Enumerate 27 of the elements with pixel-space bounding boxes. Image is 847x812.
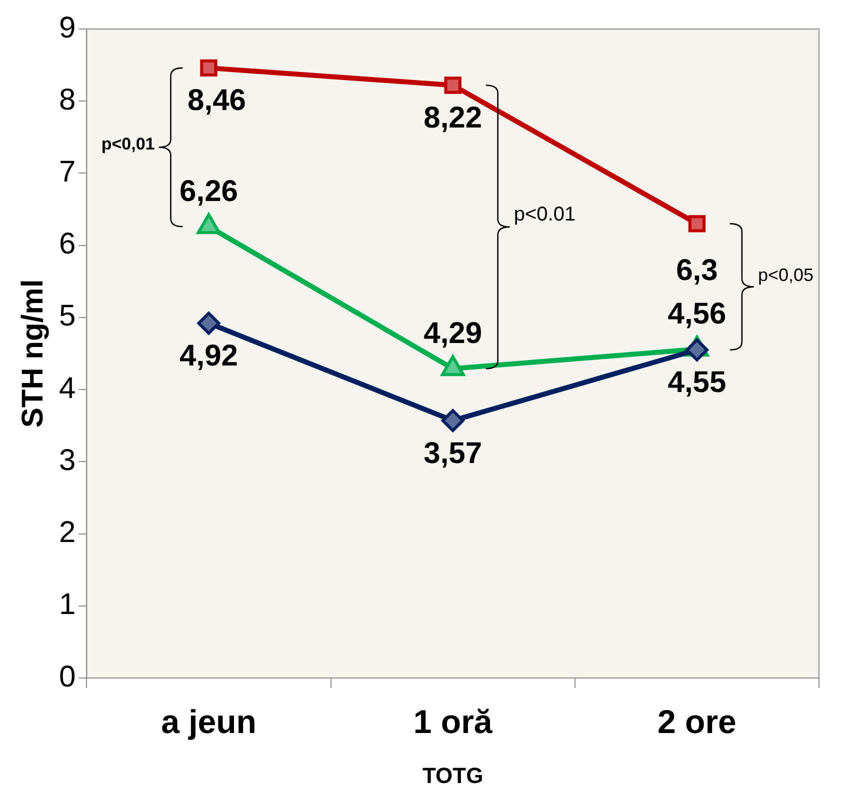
data-label: 8,22: [424, 102, 482, 135]
x-axis-title: TOTG: [422, 762, 484, 788]
y-tick-label: 5: [58, 300, 76, 333]
y-tick-label: 6: [58, 228, 76, 261]
y-tick-label: 3: [58, 444, 76, 477]
annotation: p<0,05: [758, 264, 814, 285]
data-label: 4,56: [668, 297, 726, 330]
data-label: 6,26: [180, 174, 238, 208]
y-axis-title: STH ng/ml: [16, 279, 50, 428]
x-tick-label: a jeun: [161, 702, 256, 740]
data-label: 6,3: [676, 254, 718, 287]
data-label: 4,55: [668, 366, 726, 400]
data-label: 4,92: [180, 339, 238, 372]
y-tick-label: 1: [58, 588, 76, 622]
y-tick-label: 4: [58, 372, 76, 405]
annotation: p<0.01: [514, 203, 576, 226]
data-label: 3,57: [424, 436, 482, 470]
y-tick-label: 0: [58, 660, 76, 694]
y-tick-label: 2: [58, 516, 76, 550]
data-label: 4,29: [424, 316, 482, 350]
y-tick-label: 7: [58, 155, 76, 188]
data-label: 8,46: [188, 84, 246, 118]
x-tick-label: 1 oră: [413, 702, 493, 740]
y-tick-label: 8: [58, 83, 76, 116]
annotation: p<0,01: [101, 134, 155, 154]
y-tick-label: 9: [58, 11, 76, 44]
x-tick-label: 2 ore: [658, 702, 736, 740]
